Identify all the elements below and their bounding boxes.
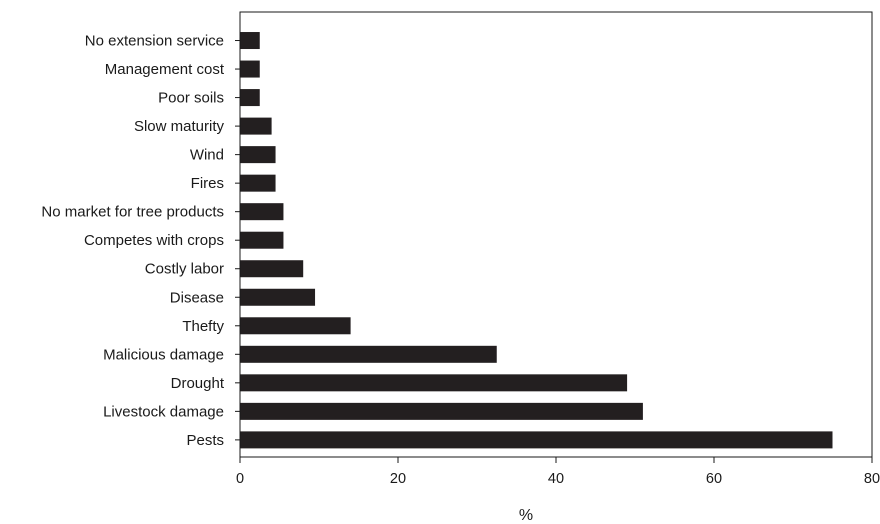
bar-livestock-damage	[240, 402, 643, 420]
bar-costly-labor	[240, 260, 304, 278]
bar-management-cost	[240, 60, 260, 78]
category-label-wind: Wind	[190, 147, 224, 164]
x-tick-label: 60	[706, 471, 722, 487]
plot-frame	[239, 11, 873, 458]
bar-pests	[240, 431, 833, 449]
category-label-slow-maturity: Slow maturity	[134, 118, 225, 135]
category-label-livestock-damage: Livestock damage	[103, 403, 224, 420]
category-label-malicious-damage: Malicious damage	[103, 346, 224, 363]
y-axis-ticks	[235, 40, 240, 441]
category-label-no-extension-service: No extension service	[85, 33, 224, 50]
bar-no-market-for-tree-products	[240, 203, 284, 221]
bar-no-extension-service	[240, 32, 260, 50]
category-labels: No extension service Management cost Poor …	[41, 33, 224, 449]
bar-fires	[240, 174, 276, 192]
category-label-pests: Pests	[186, 432, 224, 449]
category-label-competes-with-crops: Competes with crops	[84, 232, 224, 249]
x-axis-title: %	[519, 507, 533, 524]
x-tick-label: 0	[236, 471, 244, 487]
category-label-drought: Drought	[171, 375, 225, 392]
category-label-fires: Fires	[191, 175, 224, 192]
category-label-management-cost: Management cost	[105, 61, 225, 78]
category-label-costly-labor: Costly labor	[145, 261, 224, 278]
bar-competes-with-crops	[240, 231, 284, 249]
category-label-poor-soils: Poor soils	[158, 90, 224, 107]
x-tick-label: 80	[864, 471, 880, 487]
x-axis-ticks: 0 20 40 60 80	[236, 457, 880, 487]
bar-disease	[240, 288, 316, 306]
category-label-disease: Disease	[170, 289, 224, 306]
category-label-no-market-for-tree-products: No market for tree products	[41, 204, 224, 221]
bar-slow-maturity	[240, 117, 272, 135]
bars-group	[240, 32, 833, 449]
bar-malicious-damage	[240, 345, 497, 363]
category-label-thefty: Thefty	[182, 318, 224, 335]
x-tick-label: 20	[390, 471, 406, 487]
bar-drought	[240, 374, 628, 392]
bar-thefty	[240, 317, 351, 335]
x-tick-label: 40	[548, 471, 564, 487]
bar-poor-soils	[240, 89, 260, 107]
bar-wind	[240, 146, 276, 164]
